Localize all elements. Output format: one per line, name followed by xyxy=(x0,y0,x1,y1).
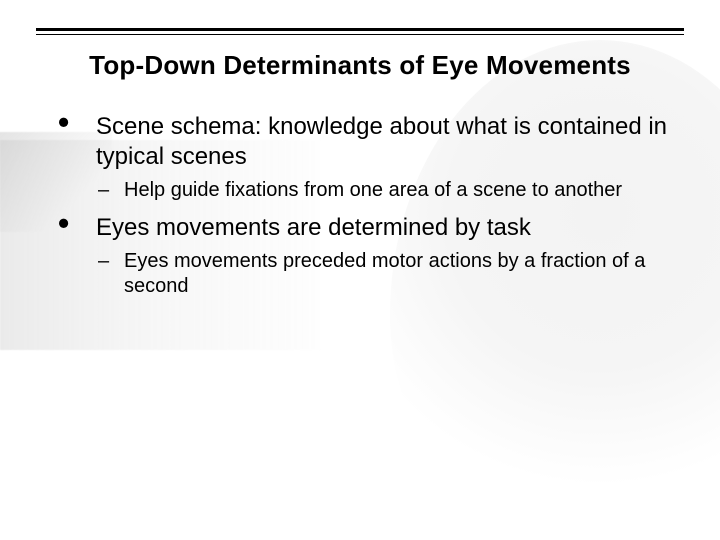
title-rule-thick xyxy=(36,28,684,31)
slide-title: Top-Down Determinants of Eye Movements xyxy=(0,50,720,81)
bullet-text: Scene schema: knowledge about what is co… xyxy=(96,113,667,170)
bullet-level1: • Scene schema: knowledge about what is … xyxy=(58,112,670,172)
bullet-level2: – Eyes movements preceded motor actions … xyxy=(58,249,670,299)
title-rule-thin xyxy=(36,34,684,35)
disc-bullet-icon: • xyxy=(58,207,69,239)
bullet-level1: • Eyes movements are determined by task xyxy=(58,213,670,243)
bullet-group: • Scene schema: knowledge about what is … xyxy=(58,112,670,203)
bullet-level2: – Help guide fixations from one area of … xyxy=(58,178,670,203)
dash-bullet-icon: – xyxy=(98,249,109,274)
subbullet-text: Help guide fixations from one area of a … xyxy=(124,179,622,201)
bullet-text: Eyes movements are determined by task xyxy=(96,214,531,241)
slide-body: • Scene schema: knowledge about what is … xyxy=(58,112,670,309)
slide: Top-Down Determinants of Eye Movements •… xyxy=(0,0,720,540)
disc-bullet-icon: • xyxy=(58,106,69,138)
dash-bullet-icon: – xyxy=(98,178,109,203)
bullet-group: • Eyes movements are determined by task … xyxy=(58,213,670,299)
subbullet-text: Eyes movements preceded motor actions by… xyxy=(124,250,645,297)
